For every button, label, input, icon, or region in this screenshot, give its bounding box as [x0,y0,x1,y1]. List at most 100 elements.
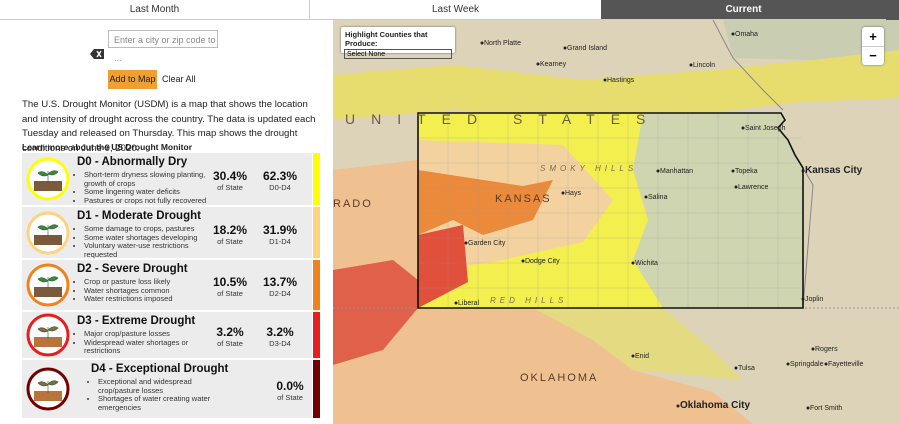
pct-state: 10.5% [212,275,248,289]
city-dot [811,347,815,351]
tab-active[interactable]: Current [601,0,886,20]
clear-button[interactable]: Clear All [162,74,196,84]
map-label: Fort Smith [810,405,842,412]
map-label: Kearney [540,61,567,68]
icon-soil [34,337,62,347]
city-dot [480,41,484,45]
legend-bullet: Pastures or crops not fully recovered [84,196,214,206]
clear-icon[interactable] [90,49,104,59]
map-label: Garden City [468,240,506,247]
city-dot [561,191,565,195]
city-dot [786,362,790,366]
city-dot [731,169,735,173]
city-dot [806,406,810,410]
icon-plant [37,276,59,289]
zoom-in[interactable]: + [862,27,884,47]
legend-icon [26,263,70,307]
pct-cumulative: 3.2% [266,325,294,339]
icon-plant [37,326,59,339]
city-dot [644,195,648,199]
pct-cumulative-label: D0-D4 [269,183,291,192]
legend-bullet: Short-term dryness slowing planting, gro… [84,170,214,188]
legend-bullet: Exceptional and widespread crop/pasture … [98,377,221,395]
add-button[interactable]: Add to Map [108,70,157,89]
description: The U.S. Drought Monitor (USDM) is a map… [22,99,316,154]
pct-cumulative: 62.3% [262,169,298,183]
tab[interactable]: Last Week [310,0,601,20]
legend-color [313,207,320,258]
city-dot [464,241,468,245]
city-dot [631,261,635,265]
legend-bullet: Some damage to crops, pastures [84,224,214,234]
city-dot [521,259,525,263]
map-label: Enid [635,353,649,360]
learn-more-link[interactable]: Learn more about the US Drought Monitor [22,142,192,152]
map-label: Omaha [735,31,758,38]
city-dot [734,366,738,370]
pct-state-label: of State [217,183,243,192]
legend-color [313,360,320,418]
pct-state-label: of State [217,236,243,246]
pct-state-label: of State [217,339,243,348]
map-label: KANSAS [495,193,552,205]
icon-plant [37,223,59,237]
legend-row: D3 - Extreme Drought Major crop/pasture l… [22,312,312,358]
search-input[interactable]: Enter a city or zip code to ... [108,30,218,63]
pct-cumulative-label: D2-D4 [269,289,291,298]
legend-title: D0 - Abnormally Dry [77,156,188,168]
zoom-out[interactable]: − [869,48,877,63]
map-label: RADO [333,198,373,210]
legend-bullet: Crop or pasture loss likely [84,277,214,287]
icon-soil [34,287,62,297]
pct-state: 18.2% [212,222,248,237]
pct-cumulative-label: D3-D4 [269,339,291,348]
city-dot [603,78,607,82]
map-label: Liberal [458,300,479,307]
tab[interactable]: Last Month [0,0,310,20]
pct-state: 3.2% [216,325,244,339]
map-label: Tulsa [738,365,755,372]
highlight-panel: Highlight Counties that Produce: Select … [341,27,455,59]
map-label: Manhattan [660,168,693,175]
map-label: Grand Island [567,45,607,52]
pct-cumulative-label: D1-D4 [269,236,291,246]
map-label: Springdale [790,361,824,368]
legend-title: D4 - Exceptional Drought [91,363,229,375]
map-label: SMOKY HILLS [540,164,637,173]
legend-icon [26,211,70,254]
map-label: Saint Joseph [745,125,786,132]
city-dot [741,126,745,130]
map[interactable]: North Platte Grand Island Kearney Hastings L… [333,20,899,424]
legend-bullet: Widespread water shortages or restrictio… [84,338,214,356]
pct-state: 0.0% [276,379,304,393]
city-dot [734,185,738,189]
city-dot [656,169,660,173]
map-label: Joplin [805,296,823,303]
legend-row: D4 - Exceptional Drought Exceptional and … [22,360,312,418]
city-dot [454,301,458,305]
legend-bullets: Exceptional and widespread crop/pasture … [88,377,221,412]
legend-bullet: Some water shortages developing [84,233,214,243]
city-dot [536,62,540,66]
map-label: Kansas City [805,165,863,176]
highlight-label: Highlight Counties that Produce: [345,30,428,48]
legend-row: D0 - Abnormally Dry Short-term dryness sl… [22,153,312,205]
map-label: Dodge City [525,258,560,265]
map-label: Rogers [815,346,838,353]
legend-row: D1 - Moderate Drought Some damage to crop… [22,207,312,258]
map-label: RED HILLS [490,296,567,305]
tab-fill [886,0,899,20]
map-label: Oklahoma City [680,400,750,411]
map-label: UNITED STATES [345,111,661,127]
legend-icon [26,313,70,357]
legend-title: D2 - Severe Drought [77,263,188,275]
legend-color [313,153,320,205]
map-label: Hays [565,190,581,197]
map-label: Lawrence [738,184,768,191]
legend-bullet: Major crop/pasture losses [84,329,214,339]
highlight-select[interactable]: Select None [344,49,452,59]
legend-title: D3 - Extreme Drought [77,315,196,327]
zoom-control: + − [862,27,884,65]
pct-cumulative: 31.9% [262,222,298,237]
